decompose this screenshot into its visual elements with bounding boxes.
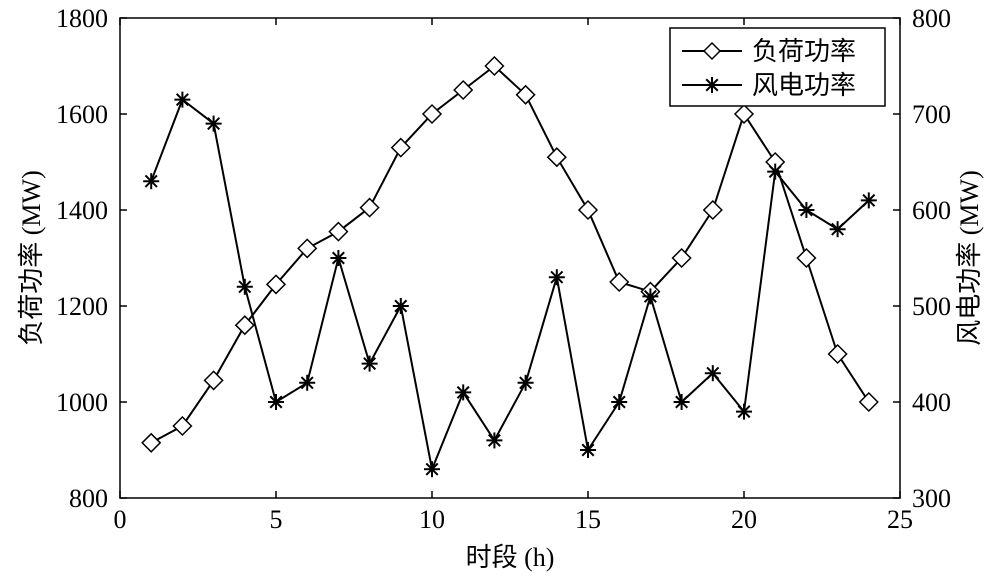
svg-text:600: 600 bbox=[912, 196, 951, 225]
power-chart: 0 5 10 15 20 25 时段 (h) 800 1000 1200 1400 1600 1800 负… bbox=[0, 0, 1000, 581]
svg-text:风电功率 (MW): 风电功率 (MW) bbox=[955, 170, 984, 345]
svg-text:25: 25 bbox=[887, 505, 913, 534]
svg-text:1400: 1400 bbox=[56, 196, 108, 225]
svg-text:5: 5 bbox=[270, 505, 283, 534]
svg-text:10: 10 bbox=[419, 505, 445, 534]
svg-text:300: 300 bbox=[912, 484, 951, 513]
svg-text:负荷功率: 负荷功率 bbox=[752, 37, 856, 66]
svg-text:15: 15 bbox=[575, 505, 601, 534]
svg-text:500: 500 bbox=[912, 292, 951, 321]
svg-text:0: 0 bbox=[114, 505, 127, 534]
svg-text:700: 700 bbox=[912, 100, 951, 129]
svg-text:20: 20 bbox=[731, 505, 757, 534]
svg-text:1600: 1600 bbox=[56, 100, 108, 129]
chart-container: 0 5 10 15 20 25 时段 (h) 800 1000 1200 1400 1600 1800 负… bbox=[0, 0, 1000, 581]
svg-text:风电功率: 风电功率 bbox=[752, 71, 856, 100]
svg-text:1000: 1000 bbox=[56, 388, 108, 417]
svg-text:400: 400 bbox=[912, 388, 951, 417]
svg-text:800: 800 bbox=[912, 4, 951, 33]
svg-text:时段 (h): 时段 (h) bbox=[466, 543, 555, 572]
svg-text:800: 800 bbox=[69, 484, 108, 513]
svg-text:1200: 1200 bbox=[56, 292, 108, 321]
svg-text:负荷功率 (MW): 负荷功率 (MW) bbox=[17, 170, 46, 345]
svg-text:1800: 1800 bbox=[56, 4, 108, 33]
